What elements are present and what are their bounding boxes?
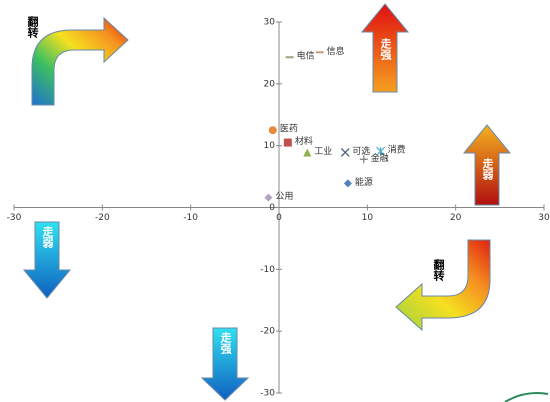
point xyxy=(359,155,368,164)
y-tick-label: -20 xyxy=(260,327,275,337)
down-arrow xyxy=(22,221,72,299)
point-label: 可选 xyxy=(352,145,370,157)
annotation: 翻转 xyxy=(26,15,39,39)
point-label: 电信 xyxy=(297,50,315,62)
point-label: 公用 xyxy=(275,191,293,202)
annotation: 走弱 xyxy=(41,225,55,249)
x-tick-label: 20 xyxy=(450,213,462,223)
point xyxy=(303,148,312,157)
point-label: 材料 xyxy=(295,135,313,147)
point xyxy=(268,126,277,135)
x-tick-label: 0 xyxy=(276,213,282,223)
turn-arrow xyxy=(395,239,491,332)
point xyxy=(264,193,273,202)
point-label: 消费 xyxy=(388,144,406,156)
x-tick-label: -10 xyxy=(183,213,198,223)
y-tick-label: -30 xyxy=(260,389,275,399)
turn-arrow xyxy=(31,16,129,106)
y-tick-label: 0 xyxy=(269,203,275,213)
down-arrow xyxy=(200,327,250,401)
x-tick-label: 30 xyxy=(538,213,550,223)
x-tick-label: -30 xyxy=(7,213,22,223)
y-tick-label: 10 xyxy=(264,141,276,151)
annotation: 走强 xyxy=(219,331,233,355)
point xyxy=(340,148,350,157)
point xyxy=(376,146,386,156)
decor-arrows xyxy=(22,3,549,402)
up-arrow xyxy=(462,124,512,206)
y-tick-label: 30 xyxy=(264,18,276,28)
point-label: 医药 xyxy=(280,124,298,135)
x-tick-label: 10 xyxy=(362,213,374,223)
y-tick-label: -10 xyxy=(260,265,275,275)
point xyxy=(283,138,292,147)
point xyxy=(343,179,352,188)
annotation: 走强 xyxy=(379,37,393,61)
up-arrow xyxy=(360,3,410,93)
point-label: 工业 xyxy=(314,146,332,157)
logo xyxy=(504,392,549,402)
annotation: 走弱 xyxy=(481,157,495,181)
point-label: 信息 xyxy=(327,45,345,57)
point-label: 能源 xyxy=(355,176,373,188)
x-tick-label: -20 xyxy=(95,213,110,223)
annotation: 翻转 xyxy=(432,258,445,282)
y-tick-label: 20 xyxy=(264,79,276,89)
point-label: 金融 xyxy=(371,152,389,164)
